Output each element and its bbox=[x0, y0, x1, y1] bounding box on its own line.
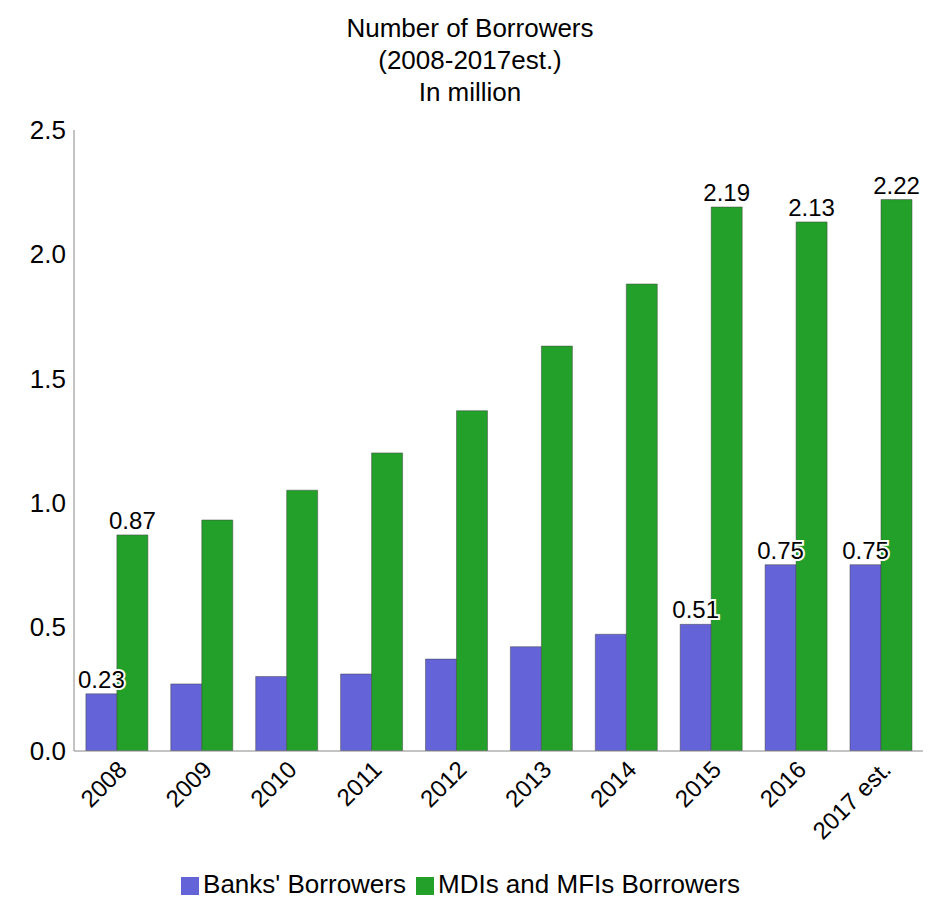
svg-text:2013: 2013 bbox=[500, 755, 557, 812]
html-text:In million: In million bbox=[418, 77, 522, 107]
html-text:Banks' Borrowers: Banks' Borrowers bbox=[203, 869, 406, 899]
svg-text:0.5: 0.5 bbox=[30, 612, 66, 642]
svg-text:0.0: 0.0 bbox=[30, 736, 66, 766]
svg-text:2012: 2012 bbox=[415, 755, 472, 812]
html-text:(2008-2017est.): (2008-2017est.) bbox=[378, 45, 562, 75]
svg-text:0.51: 0.51 bbox=[672, 596, 719, 623]
html-text:Number of Borrowers: Number of Borrowers bbox=[346, 13, 594, 43]
svg-text:2008: 2008 bbox=[75, 755, 132, 812]
svg-text:2.5: 2.5 bbox=[30, 115, 66, 145]
svg-text:0.75: 0.75 bbox=[842, 537, 889, 564]
svg-text:2.0: 2.0 bbox=[30, 239, 66, 269]
svg-text:2.22: 2.22 bbox=[873, 172, 920, 199]
svg-text:1.5: 1.5 bbox=[30, 364, 66, 394]
svg-text:1.0: 1.0 bbox=[30, 488, 66, 518]
svg-text:2.19: 2.19 bbox=[703, 179, 750, 206]
svg-text:2014: 2014 bbox=[585, 755, 642, 812]
svg-text:2010: 2010 bbox=[245, 755, 302, 812]
svg-text:2.13: 2.13 bbox=[788, 194, 835, 221]
svg-text:0.23: 0.23 bbox=[78, 666, 125, 693]
svg-text:2016: 2016 bbox=[754, 755, 811, 812]
svg-text:0.75: 0.75 bbox=[757, 537, 804, 564]
svg-text:2011: 2011 bbox=[331, 755, 387, 811]
svg-text:0.87: 0.87 bbox=[109, 507, 156, 534]
svg-text:2015: 2015 bbox=[669, 755, 726, 812]
html-text:MDIs and MFIs Borrowers: MDIs and MFIs Borrowers bbox=[438, 869, 740, 899]
svg-text:2017 est.: 2017 est. bbox=[807, 755, 896, 844]
svg-text:2009: 2009 bbox=[160, 755, 217, 812]
